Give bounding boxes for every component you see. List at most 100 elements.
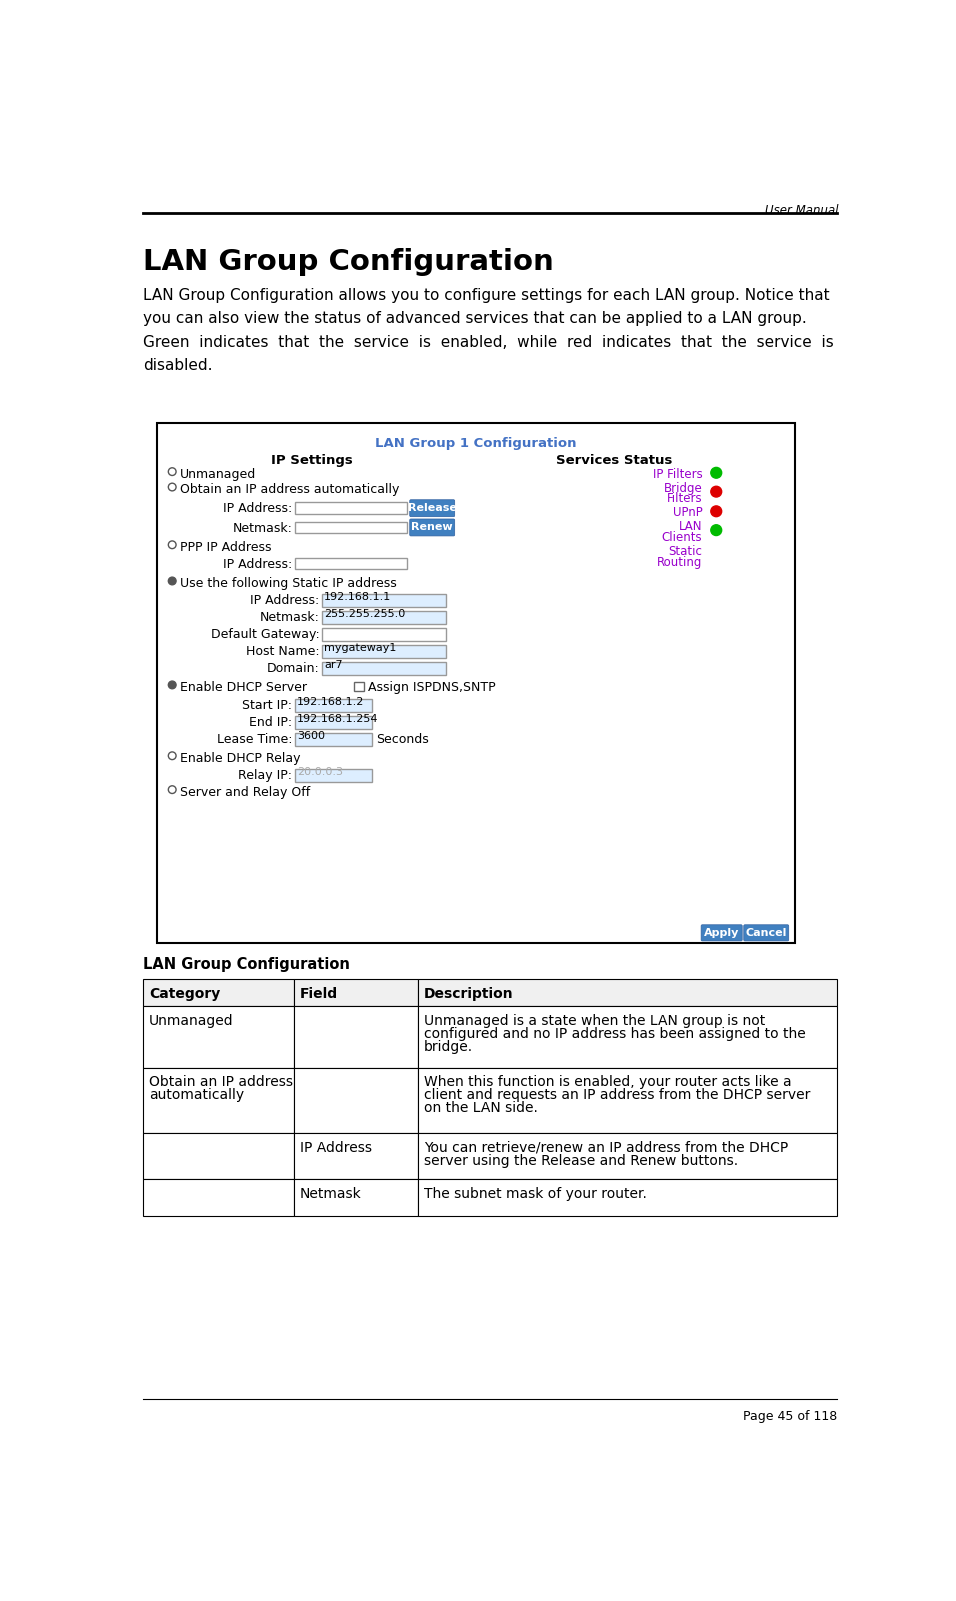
Text: 255.255.255.0: 255.255.255.0 [324,608,405,620]
Text: Description: Description [424,986,513,1001]
Text: Unmanaged is a state when the LAN group is not: Unmanaged is a state when the LAN group … [424,1013,766,1028]
FancyBboxPatch shape [701,925,742,941]
Text: Start IP:: Start IP: [242,698,293,712]
Circle shape [168,541,176,549]
Text: Unmanaged: Unmanaged [149,1013,233,1028]
Text: Obtain an IP address: Obtain an IP address [149,1076,293,1089]
Circle shape [711,506,722,517]
Bar [142,980,293,1005]
Circle shape [711,525,722,536]
Text: client and requests an IP address from the DHCP server: client and requests an IP address from t… [424,1089,811,1103]
Text: 192.168.1.254: 192.168.1.254 [297,714,379,724]
Circle shape [168,576,176,584]
Bar [294,503,407,514]
Circle shape [168,680,176,688]
Text: LAN Group Configuration allows you to configure settings for each LAN group. Not: LAN Group Configuration allows you to co… [142,288,830,303]
Text: Unmanaged: Unmanaged [180,467,256,480]
Text: mygateway1: mygateway1 [324,644,397,653]
Text: Bridge: Bridge [663,482,703,495]
Text: Services Status: Services Status [555,455,672,467]
Text: configured and no IP address has been assigned to the: configured and no IP address has been as… [424,1026,806,1041]
Bar [294,698,372,712]
Text: IP Filters: IP Filters [653,467,703,480]
Text: Assign ISPDNS,SNTP: Assign ISPDNS,SNTP [367,680,495,695]
Bar [418,1180,837,1217]
Bar [142,1005,293,1068]
Bar [418,1068,837,1134]
Bar [322,628,445,640]
Text: 192.168.1.2: 192.168.1.2 [297,696,364,708]
Text: IP Address: IP Address [300,1142,372,1154]
Text: IP Settings: IP Settings [271,455,353,467]
Text: The subnet mask of your router.: The subnet mask of your router. [424,1186,647,1201]
Bar [418,980,837,1005]
Text: Clients: Clients [662,532,703,544]
Circle shape [168,467,176,475]
Circle shape [711,467,722,479]
Bar [322,612,445,624]
Text: Seconds: Seconds [376,733,429,746]
Text: Lease Time:: Lease Time: [217,733,293,746]
Bar [293,1180,418,1217]
Circle shape [168,786,176,794]
Bar [355,682,363,692]
Bar [142,1180,293,1217]
Bar [293,1134,418,1180]
Text: Filters: Filters [666,493,703,506]
Bar [294,522,407,533]
Text: When this function is enabled, your router acts like a: When this function is enabled, your rout… [424,1076,792,1089]
Text: server using the Release and Renew buttons.: server using the Release and Renew butto… [424,1154,738,1167]
Text: Category: Category [149,986,220,1001]
Text: Default Gateway:: Default Gateway: [210,628,319,640]
Text: Netmask:: Netmask: [260,612,319,624]
Text: Field: Field [300,986,338,1001]
Text: You can retrieve/renew an IP address from the DHCP: You can retrieve/renew an IP address fro… [424,1142,789,1154]
Text: Domain:: Domain: [267,661,319,674]
Bar [322,594,445,607]
Text: IP Address:: IP Address: [250,594,319,607]
FancyBboxPatch shape [410,500,455,517]
Text: you can also view the status of advanced services that can be applied to a LAN g: you can also view the status of advanced… [142,312,807,327]
Circle shape [711,487,722,496]
Text: User Manual: User Manual [765,203,838,216]
Text: Renew: Renew [411,522,453,533]
Text: automatically: automatically [149,1089,244,1103]
Text: LAN: LAN [679,520,703,533]
Text: LAN Group Configuration: LAN Group Configuration [142,957,350,972]
Text: Apply: Apply [704,929,739,938]
FancyBboxPatch shape [410,519,455,536]
Bar [293,980,418,1005]
Text: Netmask: Netmask [300,1186,361,1201]
Bar [293,1005,418,1068]
Bar [142,1134,293,1180]
Circle shape [168,484,176,492]
Text: Cancel: Cancel [746,929,787,938]
Text: LAN Group 1 Configuration: LAN Group 1 Configuration [376,437,576,450]
Text: Server and Relay Off: Server and Relay Off [180,786,310,799]
Text: ar7: ar7 [324,660,342,669]
FancyBboxPatch shape [744,925,789,941]
Text: 20.0.0.3: 20.0.0.3 [297,767,343,776]
Text: LAN Group Configuration: LAN Group Configuration [142,248,554,275]
Text: UPnP: UPnP [673,506,703,519]
Bar [294,557,407,570]
Text: Host Name:: Host Name: [246,645,319,658]
Text: Green  indicates  that  the  service  is  enabled,  while  red  indicates  that : Green indicates that the service is enab… [142,335,834,349]
Text: 3600: 3600 [297,730,325,741]
Text: Page 45 of 118: Page 45 of 118 [743,1410,837,1423]
Bar [294,768,372,781]
Text: Relay IP:: Relay IP: [238,768,293,781]
Circle shape [168,752,176,759]
Text: disabled.: disabled. [142,357,212,373]
Text: bridge.: bridge. [424,1041,473,1053]
Text: Routing: Routing [657,556,703,568]
Text: Obtain an IP address automatically: Obtain an IP address automatically [180,484,400,496]
Text: End IP:: End IP: [250,716,293,728]
Text: Enable DHCP Server: Enable DHCP Server [180,680,307,695]
Text: Netmask:: Netmask: [232,522,293,535]
Bar [142,1068,293,1134]
Bar [322,645,445,658]
Text: PPP IP Address: PPP IP Address [180,541,272,554]
Bar [294,716,372,728]
Text: IP Address:: IP Address: [223,557,293,572]
